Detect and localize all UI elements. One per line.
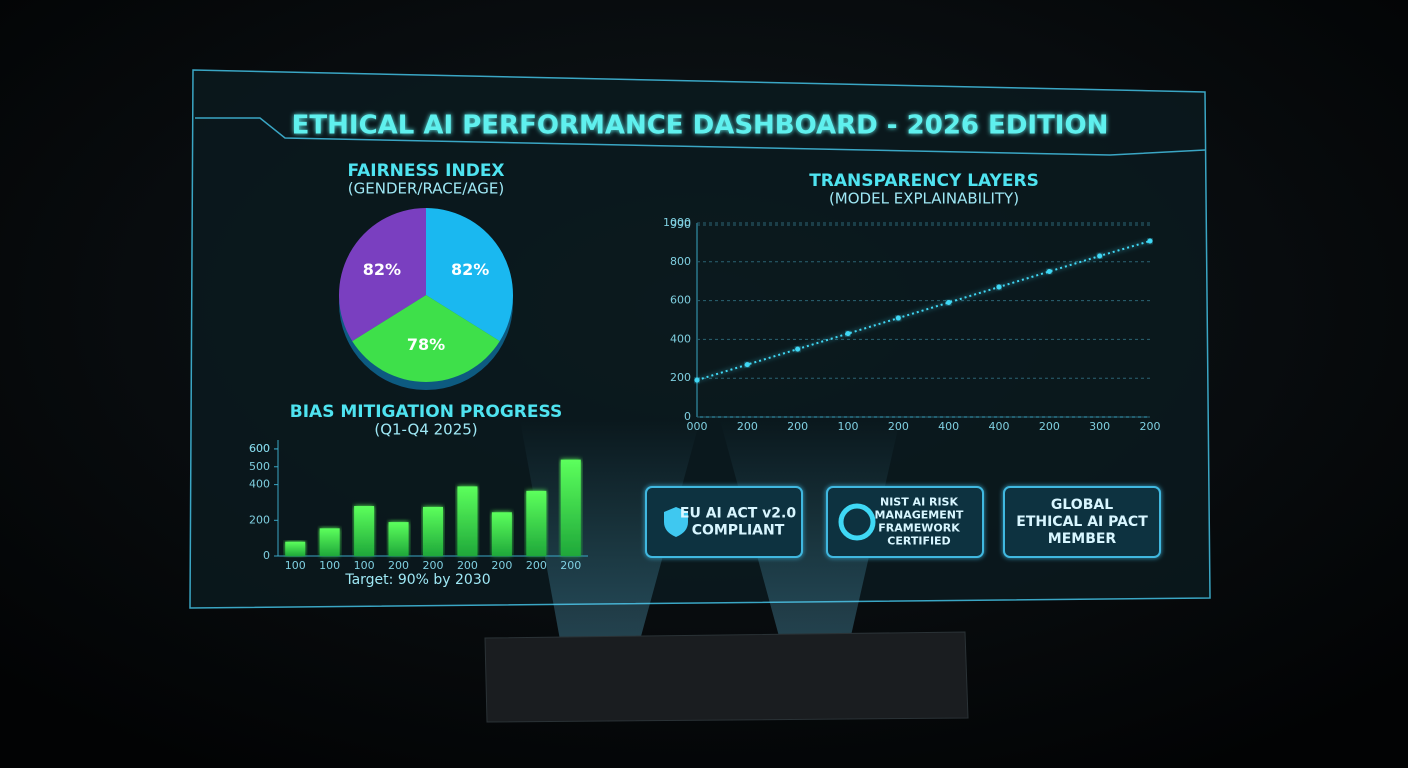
chart-title: BIAS MITIGATION PROGRESS xyxy=(290,402,562,422)
point xyxy=(845,331,851,337)
x-tick-label: 000 xyxy=(687,420,708,433)
chart-title: TRANSPARENCY LAYERS xyxy=(809,171,1039,191)
x-tick-label: 200 xyxy=(888,420,909,433)
x-tick-label: 200 xyxy=(560,559,581,572)
x-tick-label: 200 xyxy=(491,559,512,572)
badge-text: FRAMEWORK xyxy=(878,522,960,535)
projector-base xyxy=(484,631,969,723)
pie-slice xyxy=(426,208,513,342)
x-tick-label: 100 xyxy=(354,559,375,572)
x-tick-label: 200 xyxy=(1140,420,1161,433)
point xyxy=(1147,238,1153,244)
light-beam xyxy=(720,420,900,640)
x-tick-label: 100 xyxy=(838,420,859,433)
y-tick-label: 400 xyxy=(670,332,691,345)
pie-slice xyxy=(352,295,500,382)
y-tick-label: 0 xyxy=(684,410,691,423)
y-tick-label: 600 xyxy=(670,294,691,307)
badge-text: EU AI ACT v2.0 xyxy=(680,506,796,522)
x-tick-label: 200 xyxy=(737,420,758,433)
shield-icon xyxy=(664,507,688,537)
bar xyxy=(388,522,409,556)
ring-icon xyxy=(838,503,876,541)
header-frame xyxy=(195,117,1206,156)
badge-text: GLOBAL xyxy=(1051,497,1113,513)
point xyxy=(996,284,1002,290)
chart-subtitle: (MODEL EXPLAINABILITY) xyxy=(829,190,1019,208)
badge-text: NIST AI RISK xyxy=(880,496,958,509)
chart-title: FAIRNESS INDEX xyxy=(347,161,504,181)
badge xyxy=(645,486,803,558)
point xyxy=(895,315,901,321)
y-tick-label: 200 xyxy=(670,371,691,384)
badge-text: CERTIFIED xyxy=(887,535,950,548)
x-tick-label: 400 xyxy=(938,420,959,433)
bar xyxy=(354,506,375,556)
badge-text: ETHICAL AI PACT xyxy=(1016,514,1148,530)
bar xyxy=(457,486,478,556)
y-tick-label: 600 xyxy=(249,442,270,455)
x-tick-label: 300 xyxy=(1089,420,1110,433)
bar xyxy=(423,506,443,556)
slice-label: 82% xyxy=(363,260,401,279)
badge xyxy=(1003,486,1161,558)
x-tick-label: 200 xyxy=(457,559,478,572)
badge-text: MANAGEMENT xyxy=(875,509,964,522)
y-tick-label: 0 xyxy=(263,549,270,562)
annotation: Target: 90% by 2030 xyxy=(344,572,490,588)
point xyxy=(694,377,700,383)
pie-slice xyxy=(338,208,426,342)
point xyxy=(1097,253,1103,259)
x-tick-label: 100 xyxy=(285,559,306,572)
bar xyxy=(319,528,340,556)
y-tick-label: 1000 xyxy=(663,216,691,229)
badge-text: COMPLIANT xyxy=(692,523,785,539)
x-tick-label: 100 xyxy=(319,559,340,572)
chart-subtitle: (Q1-Q4 2025) xyxy=(374,421,477,439)
badge-text: MEMBER xyxy=(1048,531,1117,547)
bar xyxy=(560,459,581,556)
x-tick-label: 200 xyxy=(526,559,547,572)
y-tick-label: 600 xyxy=(249,442,270,455)
bar xyxy=(526,490,547,556)
point xyxy=(795,346,801,352)
x-tick-label: 200 xyxy=(388,559,409,572)
y-tick-label: 990 xyxy=(670,218,691,231)
y-tick-label: 500 xyxy=(249,460,270,473)
x-tick-label: 200 xyxy=(1039,420,1060,433)
point xyxy=(744,362,750,368)
trend-line xyxy=(696,240,1151,382)
slice-label: 78% xyxy=(407,335,445,354)
x-tick-label: 200 xyxy=(423,559,444,572)
point xyxy=(1046,269,1052,274)
x-tick-label: 400 xyxy=(989,420,1010,433)
point xyxy=(946,300,952,306)
badge xyxy=(826,486,984,558)
bar xyxy=(285,541,306,556)
chart-subtitle: (GENDER/RACE/AGE) xyxy=(348,180,504,198)
bar xyxy=(491,512,512,556)
dashboard-title: ETHICAL AI PERFORMANCE DASHBOARD - 2026 … xyxy=(292,111,1109,141)
y-tick-label: 200 xyxy=(249,513,270,526)
y-tick-label: 800 xyxy=(670,255,691,268)
x-tick-label: 200 xyxy=(787,420,808,433)
slice-label: 82% xyxy=(451,260,489,279)
y-tick-label: 400 xyxy=(249,478,270,491)
